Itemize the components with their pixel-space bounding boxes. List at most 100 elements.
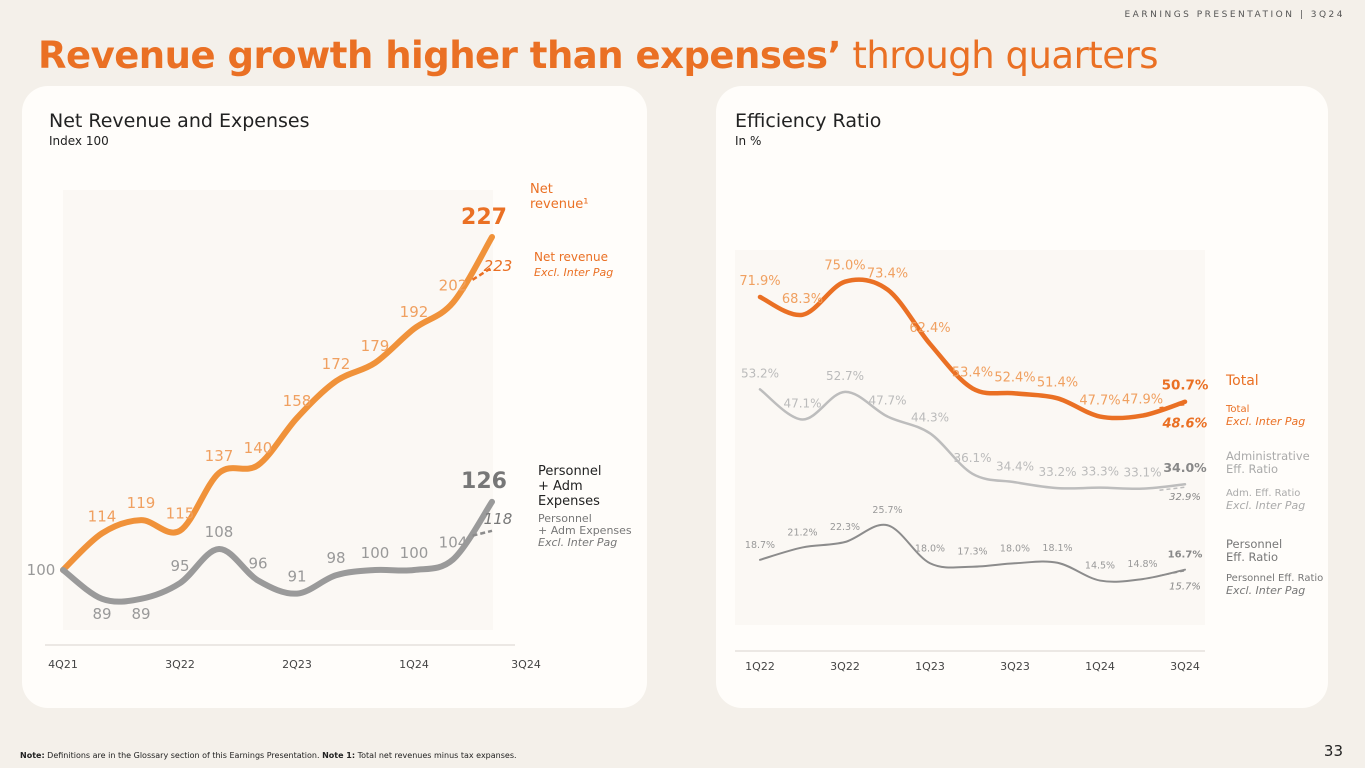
personnel-ratio-label: 14.5% <box>1085 561 1115 572</box>
x-tick-label: 3Q22 <box>830 660 860 673</box>
adm-ratio-label: 52.7% <box>826 369 864 383</box>
personnel-ratio-label: 18.0% <box>1000 543 1030 554</box>
personnel-ratio-line <box>759 523 1186 583</box>
expenses-label: 95 <box>170 557 189 575</box>
page-title: Revenue growth higher than expenses’ thr… <box>38 34 1159 77</box>
adm-ratio-excl-label: 32.9% <box>1169 492 1201 503</box>
excl-dashed-line <box>472 529 493 537</box>
x-tick-label: 3Q24 <box>511 658 541 671</box>
chart-title: Efficiency Ratio <box>735 110 882 132</box>
expenses-label: 100 <box>361 544 390 562</box>
personnel-ratio-label: 22.3% <box>830 522 860 533</box>
footnote: Note: Definitions are in the Glossary se… <box>20 751 517 760</box>
total-ratio-label: 50.7% <box>1162 378 1209 394</box>
expenses-label: 89 <box>92 605 111 623</box>
personnel-ratio-excl-line <box>1159 569 1186 577</box>
adm-ratio-line <box>758 388 1187 491</box>
x-tick-label: 2Q23 <box>282 658 312 671</box>
total-ratio-label: 68.3% <box>782 292 823 307</box>
net-revenue-label: 114 <box>88 507 117 525</box>
legend-total-excl: Total Excl. Inter Pag <box>1226 404 1306 428</box>
total-ratio-label: 71.9% <box>739 274 780 289</box>
net-revenue-label: 179 <box>361 337 390 355</box>
title-light: through quarters <box>841 34 1159 77</box>
personnel-ratio-label: 14.8% <box>1127 559 1157 570</box>
expenses-label: 91 <box>287 568 306 586</box>
expenses-label: 100 <box>27 561 56 579</box>
x-tick-label: 3Q24 <box>1170 660 1200 673</box>
plot-area <box>63 190 493 630</box>
total-ratio-label: 62.4% <box>909 321 950 336</box>
x-tick-label: 1Q24 <box>399 658 429 671</box>
adm-ratio-label: 44.3% <box>911 410 949 424</box>
presentation-tag: EARNINGS PRESENTATION | 3Q24 <box>1124 10 1345 20</box>
plot-area <box>735 250 1205 625</box>
legend-net-revenue: Net revenue¹ <box>530 182 589 212</box>
total-ratio-label: 53.4% <box>952 365 993 380</box>
legend-expenses-excl: Personnel + Adm Expenses Excl. Inter Pag <box>538 512 632 549</box>
net-revenue-label: 137 <box>205 447 234 465</box>
total-ratio-label: 47.7% <box>1079 394 1120 409</box>
title-bold: Revenue growth higher than expenses’ <box>38 34 842 77</box>
x-tick-label: 1Q24 <box>1085 660 1115 673</box>
net-revenue-label: 119 <box>127 494 156 512</box>
legend-personnel: Personnel Eff. Ratio <box>1226 537 1283 564</box>
expenses-label: 96 <box>248 554 267 572</box>
legend-net-revenue-excl: Net revenue Excl. Inter Pag <box>534 250 614 279</box>
expenses-label: 108 <box>205 523 234 541</box>
x-tick-label: 4Q21 <box>48 658 78 671</box>
legend-personnel-excl: Personnel Eff. Ratio Excl. Inter Pag <box>1226 573 1324 597</box>
total-ratio-label: 47.9% <box>1122 393 1163 408</box>
x-tick-label: 3Q23 <box>1000 660 1030 673</box>
chart-subtitle: Index 100 <box>49 134 109 148</box>
legend-total: Total <box>1226 373 1259 389</box>
net-revenue-line <box>60 234 495 573</box>
adm-ratio-label: 47.7% <box>868 394 906 408</box>
expenses-label: 89 <box>131 605 150 623</box>
adm-ratio-label: 47.1% <box>783 397 821 411</box>
x-tick-label: 1Q23 <box>915 660 945 673</box>
net-revenue-label: 140 <box>244 439 273 457</box>
adm-ratio-label: 34.4% <box>996 459 1034 473</box>
personnel-ratio-label: 18.1% <box>1042 543 1072 554</box>
net-revenue-label: 172 <box>322 355 351 373</box>
adm-ratio-label: 34.0% <box>1163 460 1207 475</box>
net-revenue-label: 227 <box>461 205 507 230</box>
page-number: 33 <box>1323 742 1343 760</box>
expenses-label: 126 <box>461 469 507 494</box>
legend-adm: Administrative Eff. Ratio <box>1226 449 1310 476</box>
personnel-ratio-label: 17.3% <box>957 547 987 558</box>
chart-subtitle: In % <box>735 134 762 148</box>
personnel-ratio-label: 25.7% <box>872 505 902 516</box>
legend-adm-excl: Adm. Eff. Ratio Excl. Inter Pag <box>1226 488 1306 512</box>
total-ratio-excl-label: 48.6% <box>1161 417 1207 432</box>
net-revenue-label: 158 <box>283 392 312 410</box>
adm-ratio-excl-line <box>1159 486 1186 491</box>
x-tick-label: 1Q22 <box>745 660 775 673</box>
total-ratio-line <box>757 277 1188 421</box>
total-ratio-label: 51.4% <box>1037 375 1078 390</box>
expenses-label: 100 <box>400 544 429 562</box>
adm-ratio-label: 33.1% <box>1123 466 1161 480</box>
legend-expenses: Personnel + Adm Expenses <box>538 464 602 509</box>
expenses-line <box>60 498 495 605</box>
total-ratio-label: 52.4% <box>994 370 1035 385</box>
net-revenue-label: 202 <box>439 277 468 295</box>
adm-ratio-label: 33.2% <box>1038 465 1076 479</box>
x-tick-label: 3Q22 <box>165 658 195 671</box>
adm-ratio-label: 33.3% <box>1081 465 1119 479</box>
personnel-ratio-excl-label: 15.7% <box>1169 582 1201 593</box>
excl-dashed-line <box>471 266 493 281</box>
personnel-ratio-label: 16.7% <box>1168 550 1203 561</box>
net-revenue-label: 192 <box>400 303 429 321</box>
excl-value-label: 118 <box>484 510 513 528</box>
personnel-ratio-label: 18.0% <box>915 543 945 554</box>
adm-ratio-label: 53.2% <box>741 366 779 380</box>
total-ratio-label: 75.0% <box>824 259 865 274</box>
adm-ratio-label: 36.1% <box>953 451 991 465</box>
total-ratio-label: 73.4% <box>867 267 908 282</box>
net-revenue-label: 115 <box>166 505 195 523</box>
excl-value-label: 223 <box>484 257 513 275</box>
expenses-label: 98 <box>326 549 345 567</box>
